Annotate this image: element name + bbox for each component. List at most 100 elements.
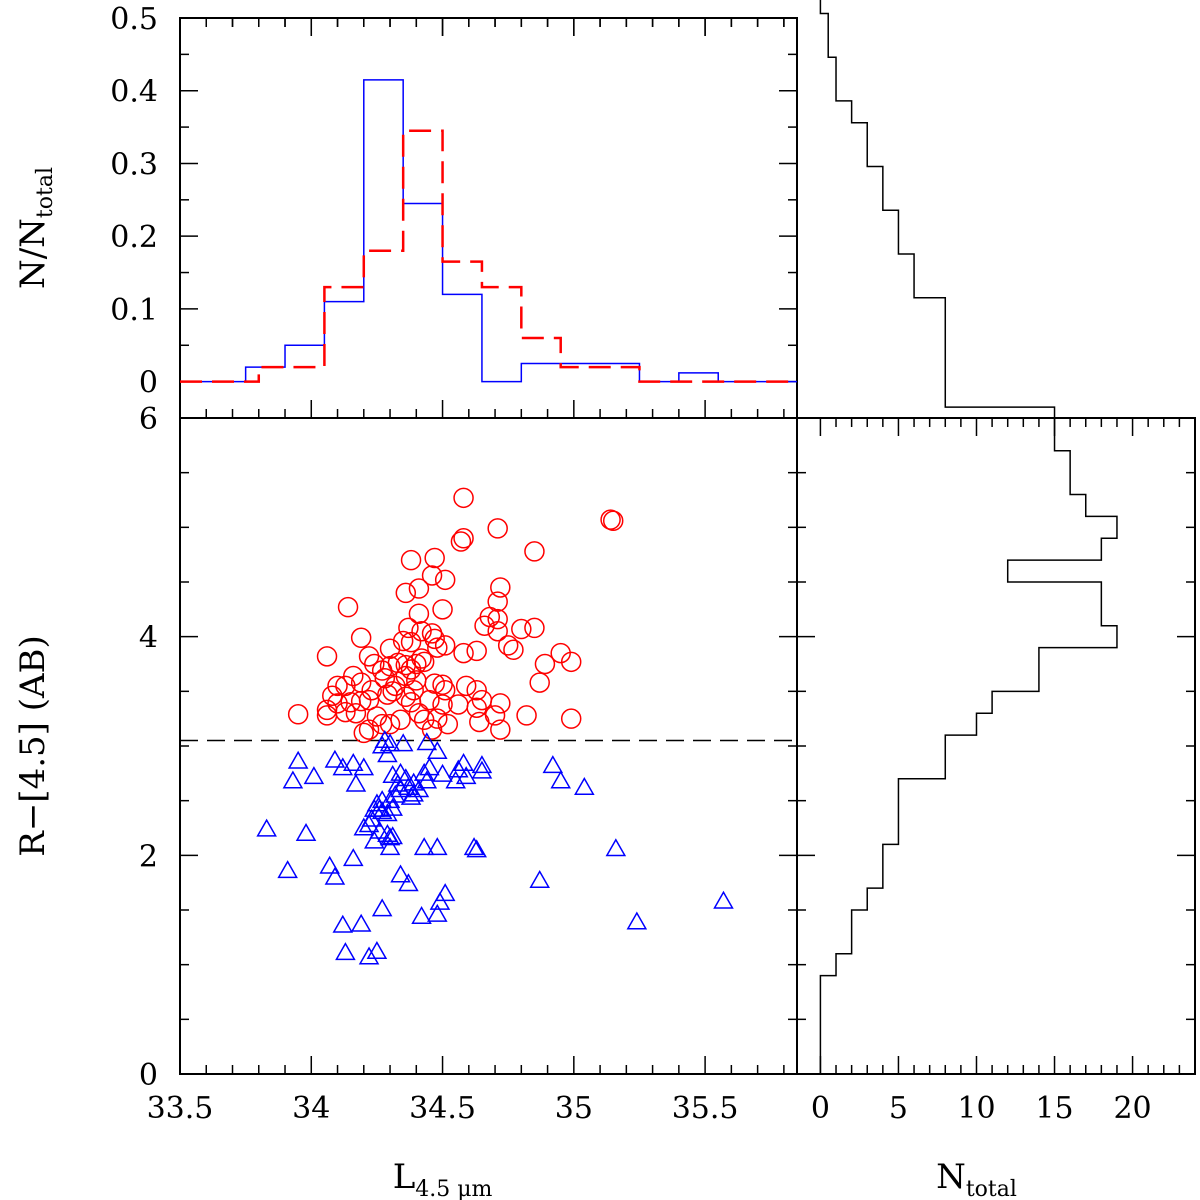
scatter-point-blue (429, 891, 451, 910)
x-axis-label-subscript: 4.5 μm (415, 1177, 492, 1200)
scatter-point-red (390, 709, 411, 731)
scatter-point-red (466, 679, 487, 701)
scatter-point-red (392, 630, 414, 652)
scatter-point-red (534, 653, 556, 675)
scatter-point-red (335, 701, 356, 723)
scatter-point-blue (471, 760, 493, 779)
scatter-point-blue (358, 946, 380, 965)
scatter-point-red (364, 653, 385, 675)
scatter-point-blue (295, 822, 317, 841)
scatter-point-blue (377, 744, 398, 763)
scatter-point-red (287, 704, 309, 725)
scatter-point-blue (395, 768, 417, 787)
scatter-point-red (327, 675, 348, 697)
scatter-point-blue (403, 783, 424, 802)
scatter-point-red (408, 578, 430, 599)
scatter-y-tick-label: 2 (139, 839, 158, 874)
scatter-point-blue (713, 890, 734, 909)
scatter-point-red (529, 672, 550, 693)
scatter-point-red (400, 659, 422, 680)
right-x-tick-label: 10 (957, 1091, 995, 1126)
scatter-point-red (432, 694, 453, 715)
scatter-point-blue (427, 903, 448, 922)
scatter-point-red (487, 608, 508, 630)
scatter-point-blue (427, 837, 448, 856)
scatter-point-blue (379, 837, 401, 856)
scatter-point-red (424, 673, 445, 694)
scatter-point-blue (529, 869, 550, 888)
scatter-point-blue (353, 757, 375, 776)
scatter-point-blue (463, 837, 485, 856)
scatter-point-blue (382, 797, 403, 816)
scatter-point-red (350, 627, 372, 649)
top-y-axis-label-subscript: total (33, 167, 58, 218)
top-y-tick-label: 0.4 (110, 75, 158, 110)
scatter-point-blue (369, 798, 390, 817)
scatter-point-blue (416, 732, 438, 751)
scatter-point-blue (342, 848, 364, 867)
top-y-tick-label: 0 (139, 366, 158, 401)
scatter-point-red (358, 689, 380, 711)
scatter-point-red (421, 565, 443, 586)
scatter-point-red (524, 617, 545, 639)
scatter-point-red (335, 675, 356, 697)
scatter-point-red (511, 618, 532, 640)
scatter-point-red (400, 549, 422, 571)
scatter-point-red (345, 702, 367, 724)
scatter-point-red (403, 679, 424, 701)
scatter-point-blue (434, 883, 456, 902)
y-axis-label: R−[4.5] (AB) (13, 635, 53, 857)
scatter-point-red (419, 689, 440, 711)
scatter-point-red (490, 577, 511, 598)
scatter-point-blue (427, 740, 448, 759)
right-x-tick-label: 20 (1113, 1091, 1151, 1126)
scatter-panel: 33.5 34 34.5 35 35.5 0 2 4 6 (139, 18, 798, 1126)
scatter-point-blue (390, 864, 411, 883)
top-histogram-panel: 0 0.1 0.2 0.3 0.4 0.5 (110, 2, 798, 419)
scatter-point-red (413, 651, 435, 673)
scatter-point-red (487, 620, 508, 642)
scatter-point-blue (466, 839, 487, 858)
scatter-point-blue (324, 749, 346, 768)
top-y-axis-label: N/Ntotal (13, 167, 58, 289)
scatter-point-blue (277, 860, 298, 879)
scatter-point-blue (411, 906, 432, 925)
scatter-point-blue (453, 752, 474, 771)
histogram-red-line (180, 129, 797, 383)
scatter-point-blue (448, 759, 469, 778)
scatter-point-blue (319, 855, 340, 874)
scatter-point-red (469, 711, 490, 733)
scatter-point-blue (413, 837, 435, 856)
top-y-tick-label: 0.2 (110, 220, 158, 255)
scatter-point-red (560, 708, 582, 729)
scatter-point-blue (353, 817, 375, 836)
scatter-point-red (371, 660, 393, 681)
scatter-point-red (316, 705, 338, 726)
scatter-point-blue (605, 838, 627, 857)
scatter-point-blue (366, 941, 388, 960)
scatter-point-red (490, 719, 511, 740)
scatter-point-blue (455, 766, 477, 785)
scatter-point-red (337, 596, 359, 618)
scatter-point-blue (445, 770, 466, 789)
scatter-point-red (427, 708, 448, 729)
scatter-x-tick-label: 35.5 (672, 1091, 739, 1126)
scatter-point-blue (287, 750, 309, 769)
scatter-point-blue (371, 898, 393, 917)
scatter-point-red (516, 705, 537, 726)
scatter-point-red (434, 679, 456, 701)
right-x-tick-label: 0 (811, 1091, 830, 1126)
scatter-point-red (382, 681, 403, 702)
top-y-tick-label: 0.3 (110, 147, 158, 182)
scatter-point-red (490, 693, 511, 714)
scatter-point-red (432, 599, 453, 620)
scatter-point-blue (385, 784, 406, 803)
scatter-point-red (434, 569, 456, 591)
scatter-point-blue (303, 766, 325, 785)
right-histogram-line (819, 0, 1118, 1074)
scatter-point-red (487, 591, 508, 612)
scatter-point-red (466, 697, 487, 718)
scatter-point-red (358, 646, 380, 667)
